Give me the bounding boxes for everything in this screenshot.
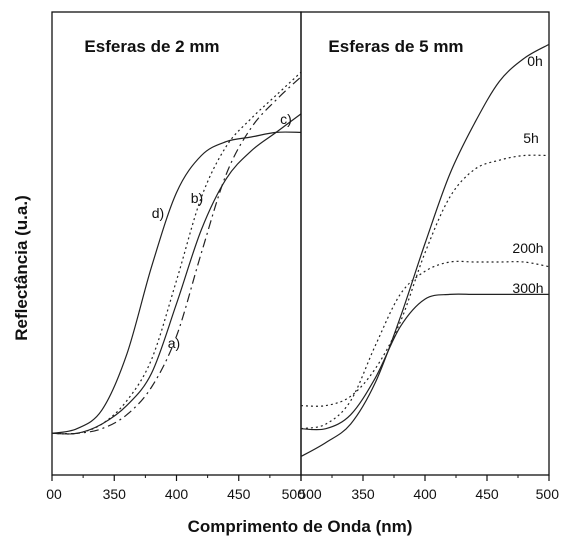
x-tick-label: 450 bbox=[475, 486, 499, 502]
panel-title: Esferas de 2 mm bbox=[84, 37, 219, 56]
x-tick-label: 500 bbox=[282, 486, 306, 502]
y-axis-label: Reflectância (u.a.) bbox=[12, 195, 31, 341]
series-label: b) bbox=[191, 190, 203, 206]
series-line-a bbox=[51, 76, 302, 435]
chart-panel-2: 500 350 400 450 500 Esferas de 5 mm 0h 5h 200h 30… bbox=[298, 11, 560, 502]
series-line-c bbox=[51, 71, 302, 435]
series-line-0h bbox=[300, 43, 550, 458]
series-line-5h bbox=[300, 154, 550, 407]
series-label: 200h bbox=[512, 240, 543, 256]
x-tick-label: 00 bbox=[46, 486, 62, 502]
x-tick-label: 500 bbox=[298, 486, 322, 502]
x-tick-label: 500 bbox=[536, 486, 560, 502]
plot-frame bbox=[51, 11, 302, 476]
x-tick-label: 450 bbox=[227, 486, 251, 502]
series-label: a) bbox=[168, 335, 180, 351]
chart-panels: 00 350 400 450 500 Esferas de 2 mm a) b) c) d) 500… bbox=[46, 11, 560, 502]
series-line-200h bbox=[300, 260, 550, 430]
panel-title: Esferas de 5 mm bbox=[328, 37, 463, 56]
series-label: 0h bbox=[527, 53, 543, 69]
series-label: c) bbox=[280, 111, 292, 127]
x-tick-label: 400 bbox=[165, 486, 189, 502]
series-label: 5h bbox=[523, 130, 539, 146]
series-line-300h bbox=[300, 293, 549, 431]
series-label: d) bbox=[152, 205, 164, 221]
chart-panel-1: 00 350 400 450 500 Esferas de 2 mm a) b) c) d) bbox=[46, 11, 306, 502]
x-tick-label: 350 bbox=[103, 486, 127, 502]
series-label: 300h bbox=[512, 280, 543, 296]
x-tick-label: 400 bbox=[413, 486, 437, 502]
series-line-b bbox=[51, 113, 302, 435]
series-line-d bbox=[51, 131, 302, 434]
x-axis-label: Comprimento de Onda (nm) bbox=[188, 517, 413, 536]
x-tick-label: 350 bbox=[351, 486, 375, 502]
